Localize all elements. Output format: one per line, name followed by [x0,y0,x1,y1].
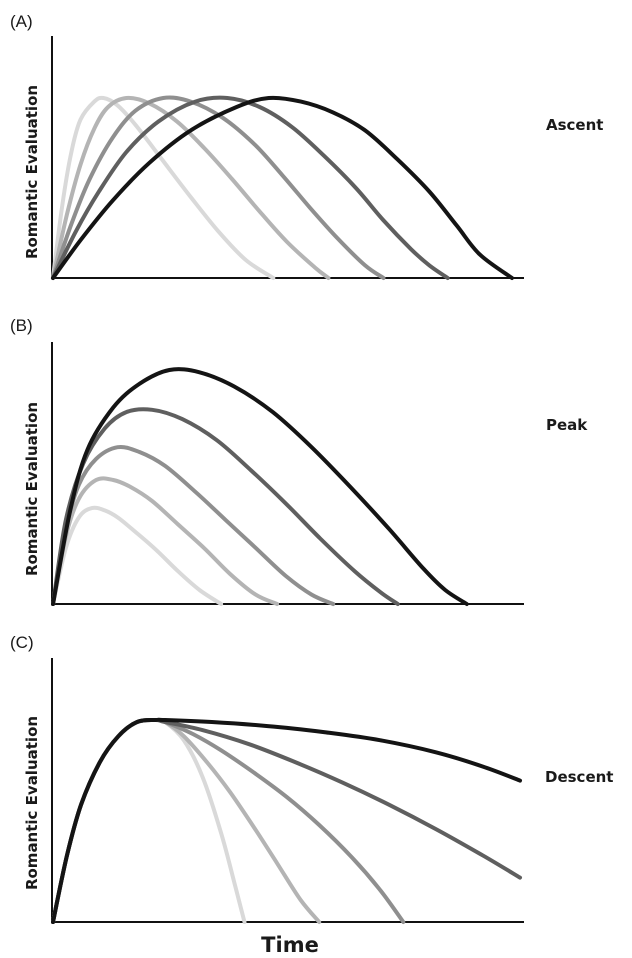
panel-a: (A) Romantic Evaluation Ascent [10,12,603,280]
panel-b-label: (B) [10,316,33,335]
panel-a-series-5-line [51,95,514,280]
panel-a-series-2-line [51,95,331,280]
panel-c-label: (C) [10,633,34,652]
x-axis-label: Time [261,933,319,957]
panel-a-series-1-line [51,95,276,280]
panel-b-ylabel: Romantic Evaluation [23,402,41,576]
panel-c: (C) Romantic Evaluation Descent Time [10,633,613,957]
panel-c-ylabel: Romantic Evaluation [23,716,41,890]
panel-b-series-4-line [51,407,400,606]
panel-b-series-2-line [51,476,280,606]
panel-a-series-4-line [51,95,450,280]
panel-b-curves [51,367,469,606]
panel-b-series-1-line [51,505,224,606]
panel-a-side-label: Ascent [546,116,603,134]
panel-a-curves [51,95,514,280]
panel-c-side-label: Descent [545,768,613,786]
panel-b-side-label: Peak [546,416,588,434]
panel-c-series-4-line [51,717,522,924]
panel-c-series-5-line [51,717,522,924]
panel-c-curves [51,717,522,924]
panel-b-series-3-line [51,444,336,606]
panel-a-series-3-line [51,95,386,280]
panel-a-label: (A) [10,12,33,31]
panel-a-ylabel: Romantic Evaluation [23,85,41,259]
panel-b: (B) Romantic Evaluation Peak [10,316,588,606]
panel-c-series-1-line [51,717,247,924]
panel-c-series-2-line [51,717,322,924]
panel-b-series-5-line [51,367,469,606]
